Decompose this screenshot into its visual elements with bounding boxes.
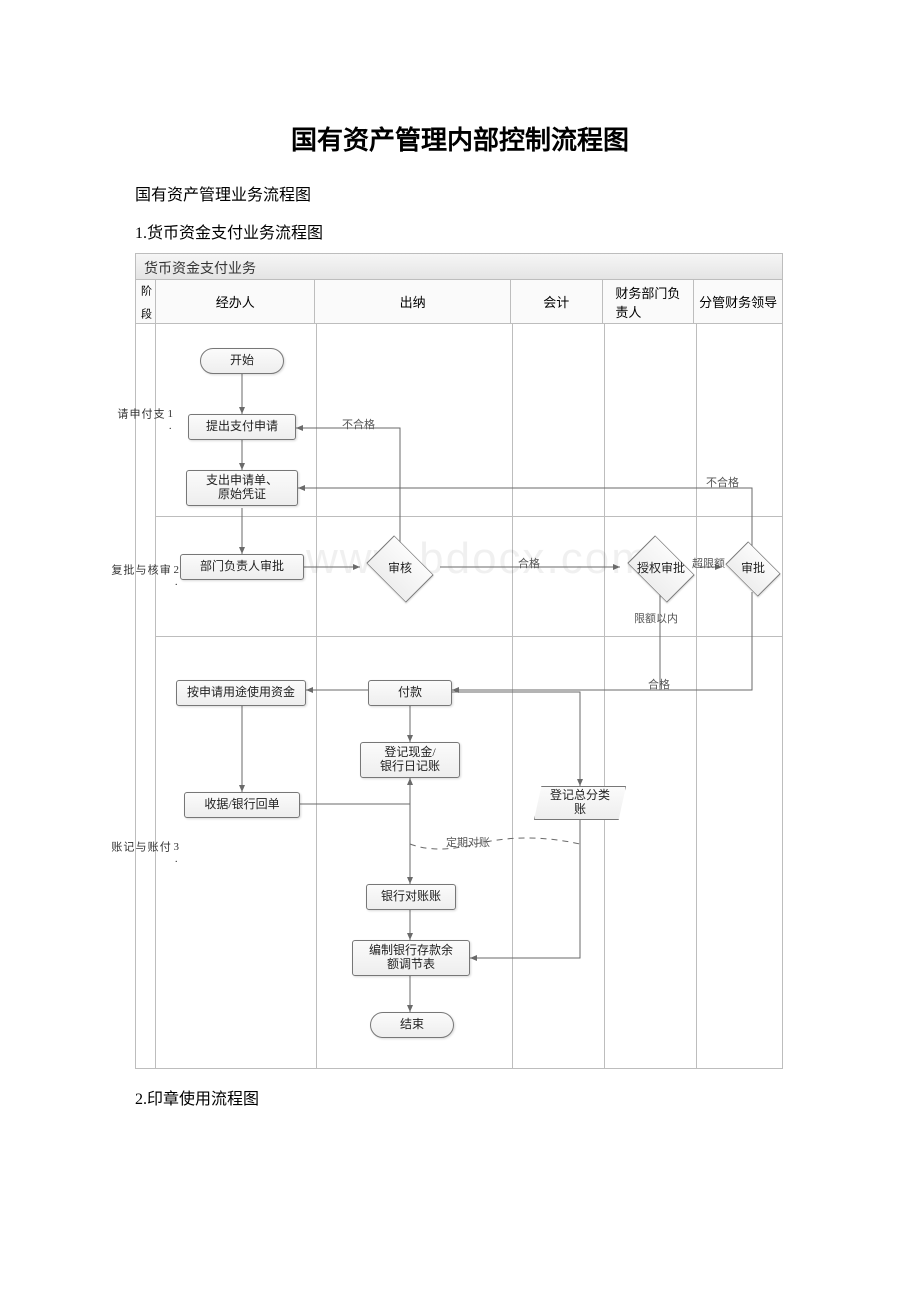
phase-col-header: 阶 段 — [136, 280, 156, 323]
edge-label-withinlimit: 限额以内 — [634, 610, 678, 626]
node-use-funds: 按申请用途使用资金 — [176, 680, 306, 706]
node-apply: 提出支付申请 — [188, 414, 296, 440]
section-1-heading: 1.货币资金支付业务流程图 — [135, 219, 785, 243]
node-end: 结束 — [370, 1012, 454, 1038]
node-journal: 登记现金/ 银行日记账 — [360, 742, 460, 778]
page-subtitle: 国有资产管理业务流程图 — [135, 181, 785, 205]
edge-label-pass-2: 合格 — [648, 676, 670, 692]
edge-label-fail-1: 不合格 — [342, 416, 375, 432]
node-ledger: 登记总分类 账 — [534, 786, 626, 820]
section-2-heading: 2.印章使用流程图 — [135, 1085, 785, 1109]
page-title: 国有资产管理内部控制流程图 — [135, 120, 785, 157]
lane-head-1: 经办人 — [156, 280, 315, 323]
lane-head-3: 会计 — [511, 280, 603, 323]
node-receipt: 收据/银行回单 — [184, 792, 300, 818]
lane-head-5: 分管财务领导 — [694, 280, 782, 323]
node-review: 审核 — [360, 546, 440, 592]
edge-label-reconcile: 定期对账 — [446, 834, 490, 850]
diagram-body: 1. 支 付 申 请 2. 审 核 与 批 复 3. 付 账 与 记 账 www… — [136, 324, 782, 1068]
phase-label-2: 2. 审 核 与 批 复 — [136, 516, 156, 636]
node-bank-rec: 银行对账账 — [366, 884, 456, 910]
phase-label-3: 3. 付 账 与 记 账 — [136, 636, 156, 1070]
node-start: 开始 — [200, 348, 284, 374]
diagram-title: 货币资金支付业务 — [136, 254, 782, 280]
watermark-text: www.bdocx.com — [306, 534, 650, 584]
lane-head-2: 出纳 — [315, 280, 510, 323]
flowchart-swimlane: 货币资金支付业务 阶 段 经办人 出纳 会计 财务部门负 责人 分管财务领导 1… — [135, 253, 783, 1069]
edge-label-pass-1: 合格 — [518, 555, 540, 571]
node-approve: 审批 — [720, 546, 786, 592]
edge-label-fail-2: 不合格 — [706, 474, 739, 490]
phase-column: 1. 支 付 申 请 2. 审 核 与 批 复 3. 付 账 与 记 账 — [136, 324, 156, 1068]
node-pay: 付款 — [368, 680, 452, 706]
edge-label-overlimit: 超限额 — [692, 555, 725, 571]
node-dept-approve: 部门负责人审批 — [180, 554, 304, 580]
lane-head-4: 财务部门负 责人 — [603, 280, 695, 323]
phase-label-1: 1. 支 付 申 请 — [136, 324, 156, 516]
lane-header-row: 阶 段 经办人 出纳 会计 财务部门负 责人 分管财务领导 — [136, 280, 782, 324]
node-docs: 支出申请单、 原始凭证 — [186, 470, 298, 506]
node-brs: 编制银行存款余 额调节表 — [352, 940, 470, 976]
